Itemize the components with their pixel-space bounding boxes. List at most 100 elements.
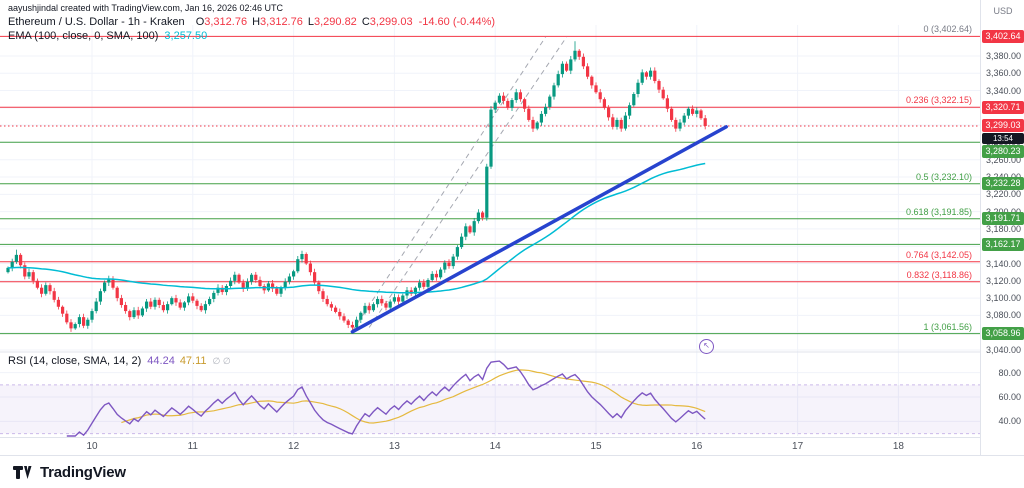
time-tick-label[interactable]: 10 [86,441,98,452]
candle[interactable] [363,305,367,313]
candle[interactable] [308,263,312,273]
candle[interactable] [271,283,275,289]
candle[interactable] [56,299,60,307]
candle[interactable] [187,296,191,303]
candle[interactable] [69,322,73,329]
candle[interactable] [447,262,451,267]
candle[interactable] [476,212,480,222]
candle[interactable] [649,70,653,77]
drawing-anchor-icon[interactable]: ↖ [699,339,714,354]
symbol-title[interactable]: Ethereum / U.S. Dollar - 1h - Kraken [8,16,185,28]
candle[interactable] [237,274,241,283]
candle[interactable] [686,108,690,116]
candle[interactable] [170,298,174,305]
candle[interactable] [573,50,577,60]
candle[interactable] [52,291,56,300]
candle[interactable] [292,271,296,277]
candle[interactable] [594,85,598,93]
time-tick-label[interactable]: 12 [288,441,300,452]
candle[interactable] [10,261,14,268]
candle[interactable] [468,226,472,233]
candle[interactable] [178,302,182,308]
candle[interactable] [636,82,640,94]
candle[interactable] [535,122,539,129]
candle[interactable] [481,212,485,218]
candle[interactable] [6,267,10,273]
time-tick-label[interactable]: 17 [792,441,804,452]
candle[interactable] [531,119,535,129]
candle[interactable] [275,288,279,294]
candle[interactable] [460,236,464,248]
candle[interactable] [82,317,86,326]
candle[interactable] [451,256,455,267]
candle[interactable] [367,305,371,311]
candle[interactable] [191,296,195,301]
candle[interactable] [518,92,522,100]
candle[interactable] [111,279,115,288]
candle[interactable] [422,282,426,287]
candle[interactable] [216,287,220,293]
candle[interactable] [321,291,325,299]
candle[interactable] [619,119,623,129]
candle[interactable] [523,99,527,109]
candle[interactable] [552,85,556,97]
candle[interactable] [304,254,308,264]
candle[interactable] [577,50,581,57]
candle[interactable] [157,299,161,306]
candle[interactable] [44,285,48,294]
candle[interactable] [388,301,392,308]
candle[interactable] [699,110,703,119]
candle[interactable] [670,108,674,120]
candle[interactable] [329,304,333,308]
candle[interactable] [418,282,422,288]
candle[interactable] [548,96,552,107]
candle[interactable] [506,100,510,108]
candle[interactable] [61,306,65,314]
candle[interactable] [325,298,329,305]
candle[interactable] [65,313,69,323]
candle[interactable] [35,280,39,288]
candle[interactable] [195,300,199,306]
candle[interactable] [392,297,396,302]
candle[interactable] [40,287,44,294]
candle[interactable] [132,310,136,318]
candle[interactable] [283,281,287,288]
candle[interactable] [376,298,380,305]
candle[interactable] [98,291,102,302]
candle[interactable] [136,310,140,316]
candle[interactable] [443,262,447,270]
candle[interactable] [279,287,283,294]
candle[interactable] [355,319,359,328]
candle[interactable] [703,118,707,126]
candle[interactable] [31,272,35,281]
candle[interactable] [464,226,468,237]
candle[interactable] [27,272,31,277]
candle[interactable] [611,117,615,127]
candle[interactable] [397,297,401,302]
candle[interactable] [145,301,149,309]
candle[interactable] [565,63,569,71]
candle[interactable] [346,320,350,325]
candle[interactable] [556,74,560,86]
candle[interactable] [254,274,258,280]
candle[interactable] [107,279,111,283]
time-tick-label[interactable]: 15 [590,441,602,452]
candle[interactable] [434,273,438,278]
candle[interactable] [161,305,165,311]
candle[interactable] [682,115,686,123]
candle[interactable] [212,292,216,299]
price-axis[interactable]: USD 3,380.003,360.003,340.003,320.003,30… [980,0,1024,455]
candle[interactable] [350,324,354,328]
candle[interactable] [296,259,300,272]
candle[interactable] [241,282,245,289]
candle[interactable] [497,95,501,103]
candle[interactable] [86,319,90,326]
candle[interactable] [602,99,606,108]
candle[interactable] [569,59,573,71]
candlestick-series[interactable] [6,41,707,332]
candle[interactable] [208,298,212,305]
candle[interactable] [607,107,611,118]
candle[interactable] [149,301,153,307]
candle[interactable] [527,108,531,120]
time-tick-label[interactable]: 14 [489,441,501,452]
